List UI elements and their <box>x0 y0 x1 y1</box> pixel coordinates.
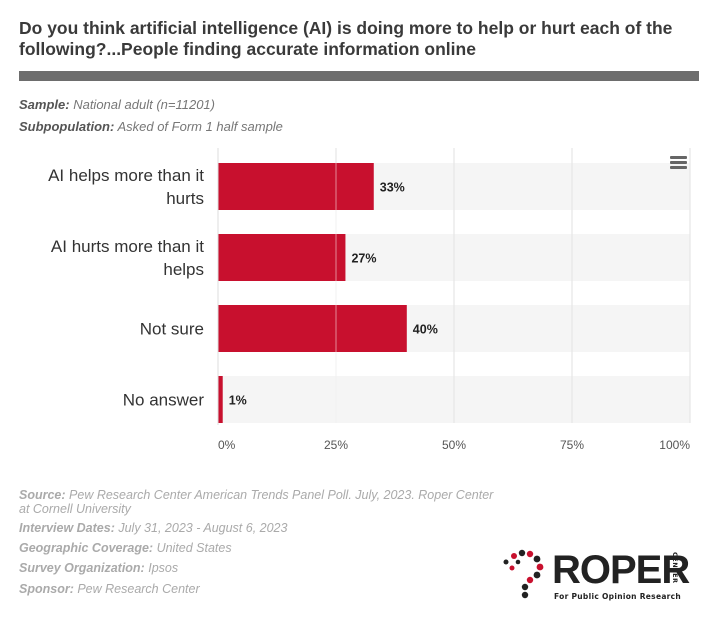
survey-organization-value: Ipsos <box>148 561 179 575</box>
x-tick-label: 100% <box>659 438 690 452</box>
data-label: 40% <box>413 323 438 337</box>
bar-chart: 33% 27% 40% 1% AI helps more than it hurts AI … <box>48 148 691 452</box>
x-tick-label: 25% <box>324 438 348 452</box>
data-label: 33% <box>380 181 405 195</box>
bar <box>218 376 223 423</box>
source-value-2: at Cornell University <box>19 502 131 516</box>
title-divider <box>19 71 699 81</box>
bar <box>218 305 407 352</box>
sponsor-label: Sponsor: <box>19 582 74 596</box>
sample-value: National adult (n=11201) <box>73 97 215 112</box>
sponsor-line: Sponsor: Pew Research Center <box>19 582 200 596</box>
interview-dates-value: July 31, 2023 - August 6, 2023 <box>118 521 288 535</box>
logo-vertical-text: CENTER <box>671 552 679 584</box>
logo-tagline: For Public Opinion Research <box>554 592 682 601</box>
sample-line: Sample: National adult (n=11201) <box>19 96 215 114</box>
x-tick-label: 0% <box>218 438 236 452</box>
x-tick-label: 75% <box>560 438 584 452</box>
category-label: Not sure <box>140 320 204 339</box>
category-label: No answer <box>123 391 205 410</box>
source-label: Source: <box>19 488 66 502</box>
bar <box>218 234 346 281</box>
source-value: Pew Research Center American Trends Pane… <box>69 488 494 502</box>
interview-dates-line: Interview Dates: July 31, 2023 - August … <box>19 521 287 535</box>
hamburger-menu-icon[interactable] <box>670 156 687 169</box>
roper-center-logo: ROPER CENTER For Public Opinion Research <box>500 548 690 606</box>
geographic-coverage-line: Geographic Coverage: United States <box>19 541 232 555</box>
logo-wordmark: ROPER <box>552 548 690 592</box>
source-line: Source: Pew Research Center American Tre… <box>19 488 493 516</box>
geographic-coverage-value: United States <box>156 541 232 555</box>
survey-organization-line: Survey Organization: Ipsos <box>19 561 178 575</box>
subpopulation-value: Asked of Form 1 half sample <box>117 119 283 134</box>
bar <box>218 163 374 210</box>
geographic-coverage-label: Geographic Coverage: <box>19 541 154 555</box>
interview-dates-label: Interview Dates: <box>19 521 115 535</box>
sponsor-value: Pew Research Center <box>77 582 200 596</box>
subpopulation-line: Subpopulation: Asked of Form 1 half samp… <box>19 118 283 136</box>
category-label: AI hurts more than it helps <box>51 237 204 279</box>
data-label: 27% <box>351 252 376 266</box>
roper-dots-icon <box>503 549 544 599</box>
category-label: AI helps more than it hurts <box>48 166 204 208</box>
survey-organization-label: Survey Organization: <box>19 561 145 575</box>
x-tick-label: 50% <box>442 438 466 452</box>
sample-label: Sample: <box>19 97 70 112</box>
chart-title: Do you think artificial intelligence (AI… <box>19 18 673 59</box>
subpopulation-label: Subpopulation: <box>19 119 115 134</box>
data-label: 1% <box>229 394 247 408</box>
